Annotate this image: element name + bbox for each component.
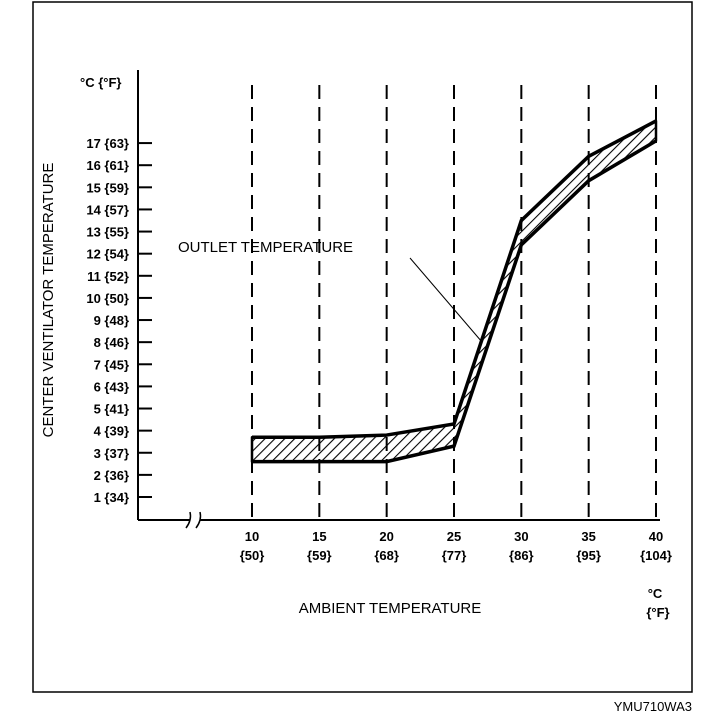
y-tick-label: 12 {54}	[86, 247, 129, 262]
x-unit-label-f: {°F}	[646, 605, 669, 620]
x-tick-sublabel: {77}	[442, 548, 467, 563]
y-tick-label: 10 {50}	[86, 291, 129, 306]
y-tick-label: 16 {61}	[86, 158, 129, 173]
x-tick-label: 30	[514, 529, 528, 544]
x-tick-sublabel: {104}	[640, 548, 672, 563]
y-tick-label: 8 {46}	[94, 335, 129, 350]
annotation-leader	[409, 257, 483, 343]
x-axis-title: AMBIENT TEMPERATURE	[299, 600, 482, 617]
outlet-annotation: OUTLET TEMPERATURE	[178, 239, 353, 256]
x-tick-sublabel: {59}	[307, 548, 332, 563]
y-unit-label: °C {°F}	[80, 75, 121, 90]
y-tick-label: 6 {43}	[94, 379, 129, 394]
x-tick-sublabel: {86}	[509, 548, 534, 563]
x-tick-label: 25	[447, 529, 461, 544]
y-tick-label: 1 {34}	[94, 490, 129, 505]
y-tick-label: 9 {48}	[94, 313, 129, 328]
y-tick-label: 14 {57}	[86, 202, 129, 217]
y-tick-label: 13 {55}	[86, 225, 129, 240]
x-tick-label: 20	[379, 529, 393, 544]
x-tick-sublabel: {68}	[374, 548, 399, 563]
x-tick-label: 10	[245, 529, 259, 544]
figure-code: YMU710WA3	[614, 699, 692, 714]
x-tick-sublabel: {95}	[576, 548, 601, 563]
frame	[32, 1, 693, 693]
y-tick-label: 11 {52}	[87, 269, 129, 284]
y-tick-label: 3 {37}	[94, 446, 129, 461]
x-tick-sublabel: {50}	[240, 548, 265, 563]
axis-break-mark	[185, 511, 202, 529]
y-tick-label: 15 {59}	[86, 180, 129, 195]
y-axis-title: CENTER VENTILATOR TEMPERATURE	[40, 163, 57, 438]
x-tick-label: 15	[312, 529, 326, 544]
y-tick-label: 4 {39}	[94, 424, 129, 439]
series-upper-line	[252, 119, 657, 440]
x-tick-label: 40	[649, 529, 663, 544]
y-tick-label: 5 {41}	[94, 402, 129, 417]
x-unit-label-c: °C	[648, 586, 663, 601]
y-tick-label: 7 {45}	[94, 357, 129, 372]
y-tick-label: 17 {63}	[86, 136, 129, 151]
x-tick-label: 35	[581, 529, 595, 544]
series-lower-line	[252, 139, 657, 464]
y-tick-label: 2 {36}	[94, 468, 129, 483]
